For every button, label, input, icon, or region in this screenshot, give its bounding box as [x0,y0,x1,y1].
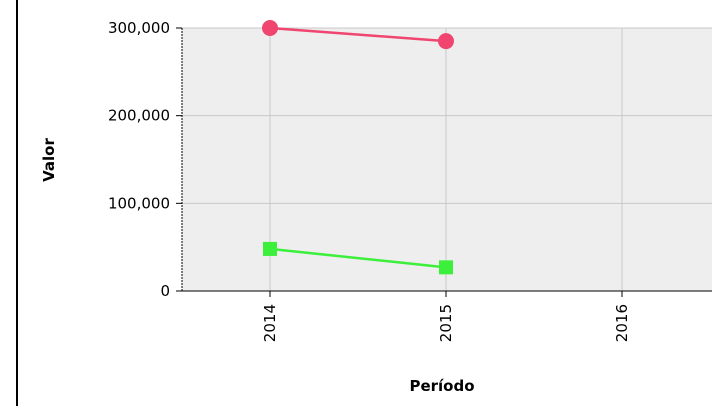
x-tick-label: 2016 [613,304,631,342]
y-tick-label: 0 [160,282,170,300]
y-tick-label: 100,000 [108,194,170,212]
y-axis-label: Valor [40,138,58,182]
x-axis-label: Período [409,377,474,395]
y-tick-label: 300,000 [108,19,170,37]
y-tick-label: 200,000 [108,107,170,125]
series-2-point [439,260,453,275]
x-tick-label: 2014 [261,304,279,342]
series-line-1 [269,26,447,43]
series-1-point [262,20,278,36]
y-axis-ticks: 0 100,000 200,000 300,000 [108,19,182,300]
series-2-point [263,241,277,256]
series-line-2 [269,247,447,269]
x-tick-label: 2015 [437,304,455,342]
plot-area [182,28,712,291]
x-axis-ticks: 2014 2015 2016 [261,291,631,342]
left-border-line [16,0,18,406]
series-group [262,20,454,275]
series-1-point [438,33,454,50]
